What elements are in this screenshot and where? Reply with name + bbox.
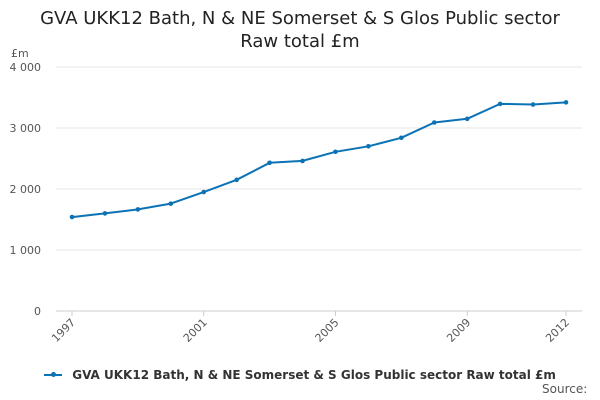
data-point xyxy=(431,120,437,125)
x-tick-label: 2005 xyxy=(313,316,342,345)
y-tick-label: 2 000 xyxy=(10,183,42,196)
x-tick-label: 2001 xyxy=(181,316,210,345)
y-axis-unit-label: £m xyxy=(11,47,29,60)
x-tick-label: 2012 xyxy=(543,316,572,345)
y-tick-label: 1 000 xyxy=(10,244,42,257)
data-point xyxy=(300,158,305,164)
legend: GVA UKK12 Bath, N & NE Somerset & S Glos… xyxy=(0,364,600,383)
data-point xyxy=(135,207,141,212)
data-point xyxy=(464,116,470,122)
y-tick-label: 0 xyxy=(34,305,41,318)
data-point xyxy=(563,100,569,105)
y-tick-label: 3 000 xyxy=(10,122,42,135)
data-point xyxy=(497,101,503,107)
data-point xyxy=(530,102,536,107)
x-tick-label: 1997 xyxy=(49,316,78,345)
legend-series-swatch xyxy=(44,371,63,377)
chart-title-line-1: GVA UKK12 Bath, N & NE Somerset & S Glos… xyxy=(40,8,560,29)
series-line xyxy=(71,101,567,219)
data-point xyxy=(168,201,174,206)
source-label: Source: xyxy=(542,382,588,396)
y-tick-label: 4 000 xyxy=(10,61,42,74)
data-point xyxy=(399,135,404,141)
data-point xyxy=(366,144,371,149)
data-point xyxy=(201,189,207,195)
data-point xyxy=(267,160,272,166)
chart-title-line-2: Raw total £m xyxy=(240,31,360,52)
legend-series-label: GVA UKK12 Bath, N & NE Somerset & S Glos… xyxy=(72,367,556,382)
data-point xyxy=(234,177,239,183)
data-point xyxy=(69,214,75,220)
data-point xyxy=(333,149,338,155)
data-point xyxy=(102,211,108,216)
x-tick-label: 2009 xyxy=(444,316,473,345)
